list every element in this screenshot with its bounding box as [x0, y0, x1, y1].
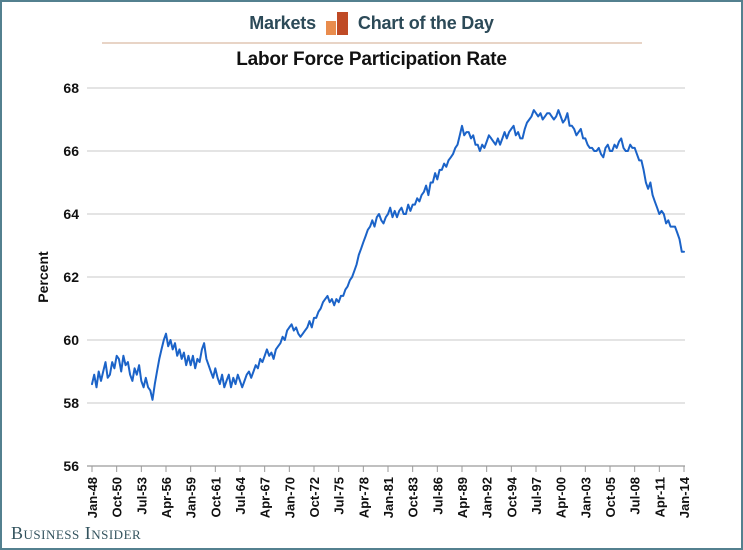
y-tick-label: 64 [63, 206, 79, 222]
x-tick-label: Oct-72 [307, 477, 322, 517]
y-tick-label: 60 [63, 332, 79, 348]
x-tick-label: Apr-56 [159, 477, 174, 518]
header-divider [102, 42, 642, 44]
y-axis-title: Percent [35, 251, 51, 303]
x-tick-label: Jan-59 [184, 477, 199, 518]
x-tick-label: Oct-50 [110, 477, 125, 517]
header-chart-of-day-label: Chart of the Day [357, 12, 494, 33]
footer-brand: Business Insider [11, 523, 142, 543]
header: Markets Chart of the Day [2, 9, 741, 37]
bar-chart-icon [325, 11, 348, 35]
x-tick-label: Jul-08 [628, 477, 643, 515]
line-chart: 56 58 60 62 64 66 68 Jan-48 Oct-50 Jul-53 Apr-56 Ja… [35, 80, 692, 518]
x-tick-label: Apr-00 [554, 477, 569, 518]
y-tick-label: 66 [63, 143, 79, 159]
x-tick-label: Oct-05 [603, 477, 618, 517]
x-tick-label: Jul-75 [332, 477, 347, 515]
x-tick-label: Jul-64 [233, 476, 248, 514]
x-tick-label: Apr-78 [356, 477, 371, 518]
x-tick-label: Oct-83 [406, 477, 421, 517]
x-tick-label: Jan-03 [578, 477, 593, 518]
x-tick-label: Apr-11 [652, 477, 667, 517]
lfpr-data-line [91, 109, 685, 401]
x-tick-label: Jul-97 [529, 477, 544, 515]
x-tick-label: Apr-89 [455, 477, 470, 518]
x-tick-label: Jan-48 [85, 477, 100, 518]
y-tick-label: 58 [63, 395, 79, 411]
chart-title: Labor Force Participation Rate [236, 49, 507, 70]
bar-chart-icon-light-bar [325, 21, 336, 35]
x-tick-label: Jan-14 [677, 476, 692, 518]
bar-chart-icon-dark-bar [336, 12, 348, 35]
y-tick-label: 62 [63, 269, 79, 285]
y-tick-label: 56 [63, 458, 79, 474]
header-markets-label: Markets [249, 12, 316, 33]
x-tick-label: Apr-67 [258, 477, 273, 518]
x-tick-label: Jul-86 [430, 477, 445, 515]
x-tick-label: Jul-53 [134, 477, 149, 515]
x-tick-label: Jan-92 [480, 477, 495, 518]
x-tick-label: Oct-61 [208, 477, 223, 517]
x-tick-label: Jan-70 [282, 477, 297, 518]
y-tick-label: 68 [63, 80, 79, 96]
x-tick-label: Oct-94 [504, 476, 519, 517]
x-tick-label: Jan-81 [381, 477, 396, 518]
